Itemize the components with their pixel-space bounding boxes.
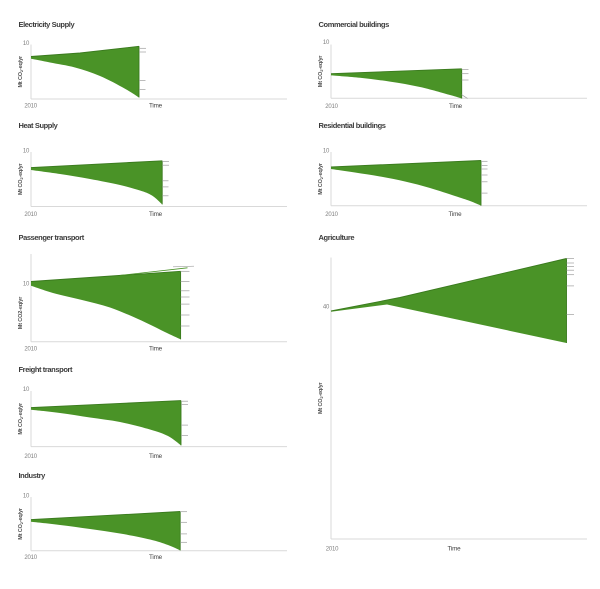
svg-text:Time: Time: [149, 453, 163, 460]
svg-text:10: 10: [23, 493, 30, 499]
svg-text:Commercial buildings: Commercial buildings: [319, 20, 390, 29]
svg-text:Mt CO2-eq/yr: Mt CO2-eq/yr: [318, 55, 324, 88]
svg-text:2010: 2010: [325, 212, 338, 218]
svg-text:Heat Supply: Heat Supply: [19, 121, 59, 130]
svg-text:Time: Time: [149, 211, 163, 218]
svg-text:Electricity Supply: Electricity Supply: [19, 20, 76, 29]
svg-text:10: 10: [23, 41, 30, 47]
svg-text:2010: 2010: [326, 547, 339, 553]
svg-text:Time: Time: [149, 554, 163, 561]
svg-text:Industry: Industry: [19, 471, 47, 480]
svg-text:Time: Time: [449, 103, 463, 110]
svg-text:10: 10: [23, 148, 30, 154]
svg-text:Mt CO2-eq/yr: Mt CO2-eq/yr: [318, 162, 324, 195]
svg-text:2010: 2010: [24, 347, 37, 353]
svg-text:2010: 2010: [325, 104, 338, 110]
svg-text:10: 10: [323, 148, 330, 154]
svg-text:Mt CO2-eq/yr: Mt CO2-eq/yr: [18, 162, 24, 195]
svg-text:10: 10: [23, 281, 30, 287]
svg-text:Freight transport: Freight transport: [19, 365, 74, 374]
svg-text:Time: Time: [149, 346, 163, 353]
svg-text:2010: 2010: [24, 212, 37, 218]
svg-text:Residential buildings: Residential buildings: [319, 121, 386, 130]
svg-text:Time: Time: [149, 103, 163, 110]
svg-text:Mt CO2-eq/yr: Mt CO2-eq/yr: [18, 55, 24, 88]
svg-text:Time: Time: [448, 546, 462, 553]
svg-text:Mt CO2-eq/yr: Mt CO2-eq/yr: [18, 507, 24, 540]
svg-text:40: 40: [323, 304, 330, 310]
svg-text:2010: 2010: [24, 454, 37, 460]
svg-text:10: 10: [323, 40, 330, 46]
svg-text:Passenger transport: Passenger transport: [19, 233, 85, 242]
svg-text:Mt CO2-eq/yr: Mt CO2-eq/yr: [18, 402, 24, 435]
svg-text:Mt CO2-eq/yr: Mt CO2-eq/yr: [18, 296, 24, 329]
svg-text:Time: Time: [449, 211, 463, 218]
svg-text:2010: 2010: [24, 555, 37, 561]
svg-text:2010: 2010: [24, 104, 37, 110]
svg-text:Mt CO2-eq/yr: Mt CO2-eq/yr: [318, 381, 324, 414]
svg-text:10: 10: [23, 387, 30, 393]
svg-text:Agriculture: Agriculture: [319, 233, 355, 242]
